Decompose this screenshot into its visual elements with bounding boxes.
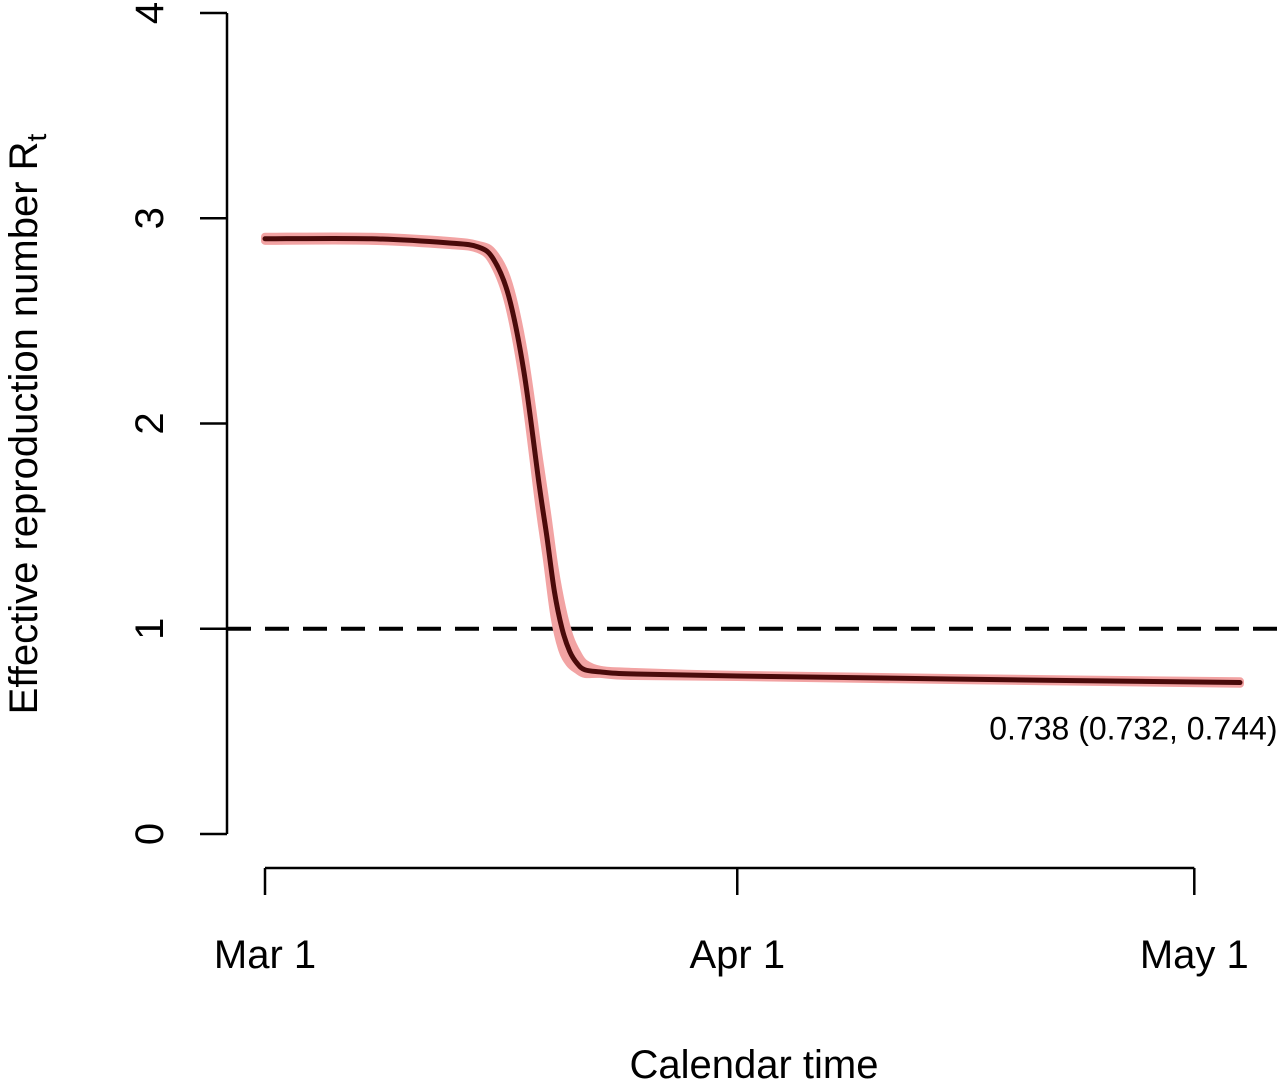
x-tick-label: Apr 1	[689, 933, 785, 977]
y-axis-title-subscript: t	[21, 133, 52, 141]
plot-area: 0.738 (0.732, 0.744)	[227, 232, 1280, 746]
x-tick-label: Mar 1	[214, 933, 316, 977]
series-line	[262, 235, 1243, 686]
annotation-text: 0.738 (0.732, 0.744)	[989, 710, 1277, 746]
x-tick-label: May 1	[1140, 933, 1249, 977]
y-tick-label: 4	[128, 2, 172, 24]
y-axis: 0 1 2 3 4	[128, 2, 229, 845]
x-axis: Mar 1 Apr 1 May 1	[214, 866, 1249, 977]
y-tick-label: 3	[128, 207, 172, 229]
confidence-band	[261, 232, 1244, 688]
y-tick-label: 0	[128, 823, 172, 845]
y-tick-label: 1	[128, 618, 172, 640]
y-axis-title: Effective reproduction number Rt	[2, 133, 52, 714]
y-tick-label: 2	[128, 412, 172, 434]
x-axis-title: Calendar time	[629, 1043, 878, 1084]
